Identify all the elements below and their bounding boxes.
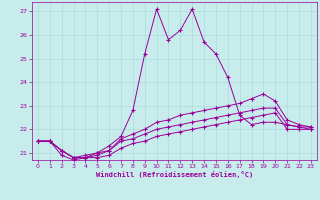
- X-axis label: Windchill (Refroidissement éolien,°C): Windchill (Refroidissement éolien,°C): [96, 171, 253, 178]
